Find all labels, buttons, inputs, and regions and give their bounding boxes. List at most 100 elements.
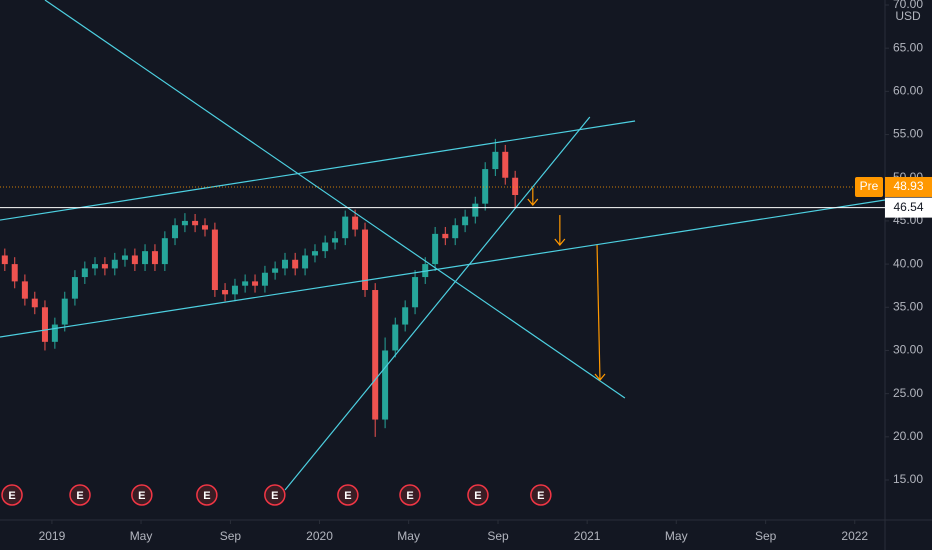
candle-body xyxy=(242,281,249,286)
candle-body xyxy=(131,255,138,265)
candle-body xyxy=(222,290,229,295)
candle-body xyxy=(111,259,118,269)
candle-body xyxy=(282,259,289,269)
y-tick-label: 65.00 xyxy=(893,40,923,54)
plot-area xyxy=(0,0,885,491)
candle-body xyxy=(322,242,329,252)
earnings-marker: E xyxy=(1,484,23,506)
candle-body xyxy=(452,225,459,239)
candle-body xyxy=(51,324,58,342)
candle-body xyxy=(332,238,339,243)
earnings-label: E xyxy=(344,490,351,502)
candle-body xyxy=(71,277,78,299)
candle-body xyxy=(11,264,18,282)
candle-body xyxy=(192,220,199,226)
earnings-marker: E xyxy=(196,484,218,506)
x-tick-label: Sep xyxy=(487,529,509,543)
earnings-circle xyxy=(337,484,359,506)
y-tick-label: 40.00 xyxy=(893,256,923,270)
candle-body xyxy=(482,169,489,204)
candle-body xyxy=(151,251,158,265)
earnings-circle xyxy=(530,484,552,506)
candle-body xyxy=(382,350,389,420)
earnings-circle xyxy=(131,484,153,506)
arrow-head xyxy=(527,198,539,206)
candle-body xyxy=(302,255,309,269)
price-badge xyxy=(885,176,932,197)
x-tick-label: 2021 xyxy=(574,529,601,543)
earnings-marker: E xyxy=(530,484,552,506)
candle-body xyxy=(311,251,318,256)
earnings-label: E xyxy=(537,490,544,502)
candle-body xyxy=(21,281,28,299)
arrow-head xyxy=(554,238,566,246)
candle-body xyxy=(101,264,108,269)
candle-body xyxy=(502,151,509,178)
candle-body xyxy=(61,298,68,325)
y-tick-label: 20.00 xyxy=(893,429,923,443)
candle-body xyxy=(512,177,519,196)
candle-body xyxy=(181,220,188,226)
arrow-line xyxy=(596,245,601,381)
candle-body xyxy=(402,307,409,325)
candle-body xyxy=(261,272,268,286)
candle-body xyxy=(172,225,179,239)
earnings-circle xyxy=(69,484,91,506)
candle-body xyxy=(362,229,369,291)
y-tick-label: 70.00 xyxy=(893,0,923,11)
x-tick-label: 2022 xyxy=(841,529,868,543)
y-tick-label: 30.00 xyxy=(893,343,923,357)
y-tick-label: 25.00 xyxy=(893,386,923,400)
x-tick-label: May xyxy=(130,529,153,543)
candle-body xyxy=(161,238,168,265)
candle-body xyxy=(92,264,99,269)
earnings-label: E xyxy=(76,490,83,502)
y-tick-label: 60.00 xyxy=(893,84,923,98)
candle-body xyxy=(292,259,299,269)
trend-line xyxy=(284,116,591,491)
y-tick-label: 35.00 xyxy=(893,299,923,313)
candle-body xyxy=(392,324,399,351)
earnings-label: E xyxy=(8,490,15,502)
candle-body xyxy=(142,251,149,265)
earnings-label: E xyxy=(203,490,210,502)
candle-body xyxy=(442,233,449,239)
earnings-circle xyxy=(264,484,286,506)
candle-body xyxy=(272,268,279,273)
candle-body xyxy=(121,255,128,260)
earnings-marker: E xyxy=(131,484,153,506)
candle-body xyxy=(352,216,359,230)
candle-body xyxy=(1,255,8,265)
x-tick-label: 2020 xyxy=(306,529,333,543)
candle-body xyxy=(31,298,38,308)
earnings-circle xyxy=(1,484,23,506)
price-value: 46.54 xyxy=(893,200,923,214)
earnings-circle xyxy=(196,484,218,506)
candle-body xyxy=(342,216,349,239)
earnings-label: E xyxy=(474,490,481,502)
x-tick-label: May xyxy=(397,529,420,543)
arrow-head xyxy=(594,373,606,381)
x-tick-label: 2019 xyxy=(39,529,66,543)
trend-line xyxy=(44,0,626,399)
price-badge xyxy=(885,197,932,218)
currency: USD xyxy=(895,9,921,23)
candle-body xyxy=(492,151,499,170)
candle-body xyxy=(211,229,218,291)
candle-body xyxy=(432,233,439,265)
earnings-marker: E xyxy=(399,484,421,506)
earnings-marker: E xyxy=(337,484,359,506)
trend-line xyxy=(0,120,636,221)
x-tick-label: May xyxy=(665,529,688,543)
candle-body xyxy=(231,285,238,295)
candle-body xyxy=(472,203,479,217)
candle-body xyxy=(462,216,469,226)
price-value: 48.93 xyxy=(893,179,923,193)
earnings-label: E xyxy=(138,490,145,502)
earnings-circle xyxy=(399,484,421,506)
earnings-label: E xyxy=(406,490,413,502)
candle-body xyxy=(81,268,88,278)
earnings-circle xyxy=(467,484,489,506)
